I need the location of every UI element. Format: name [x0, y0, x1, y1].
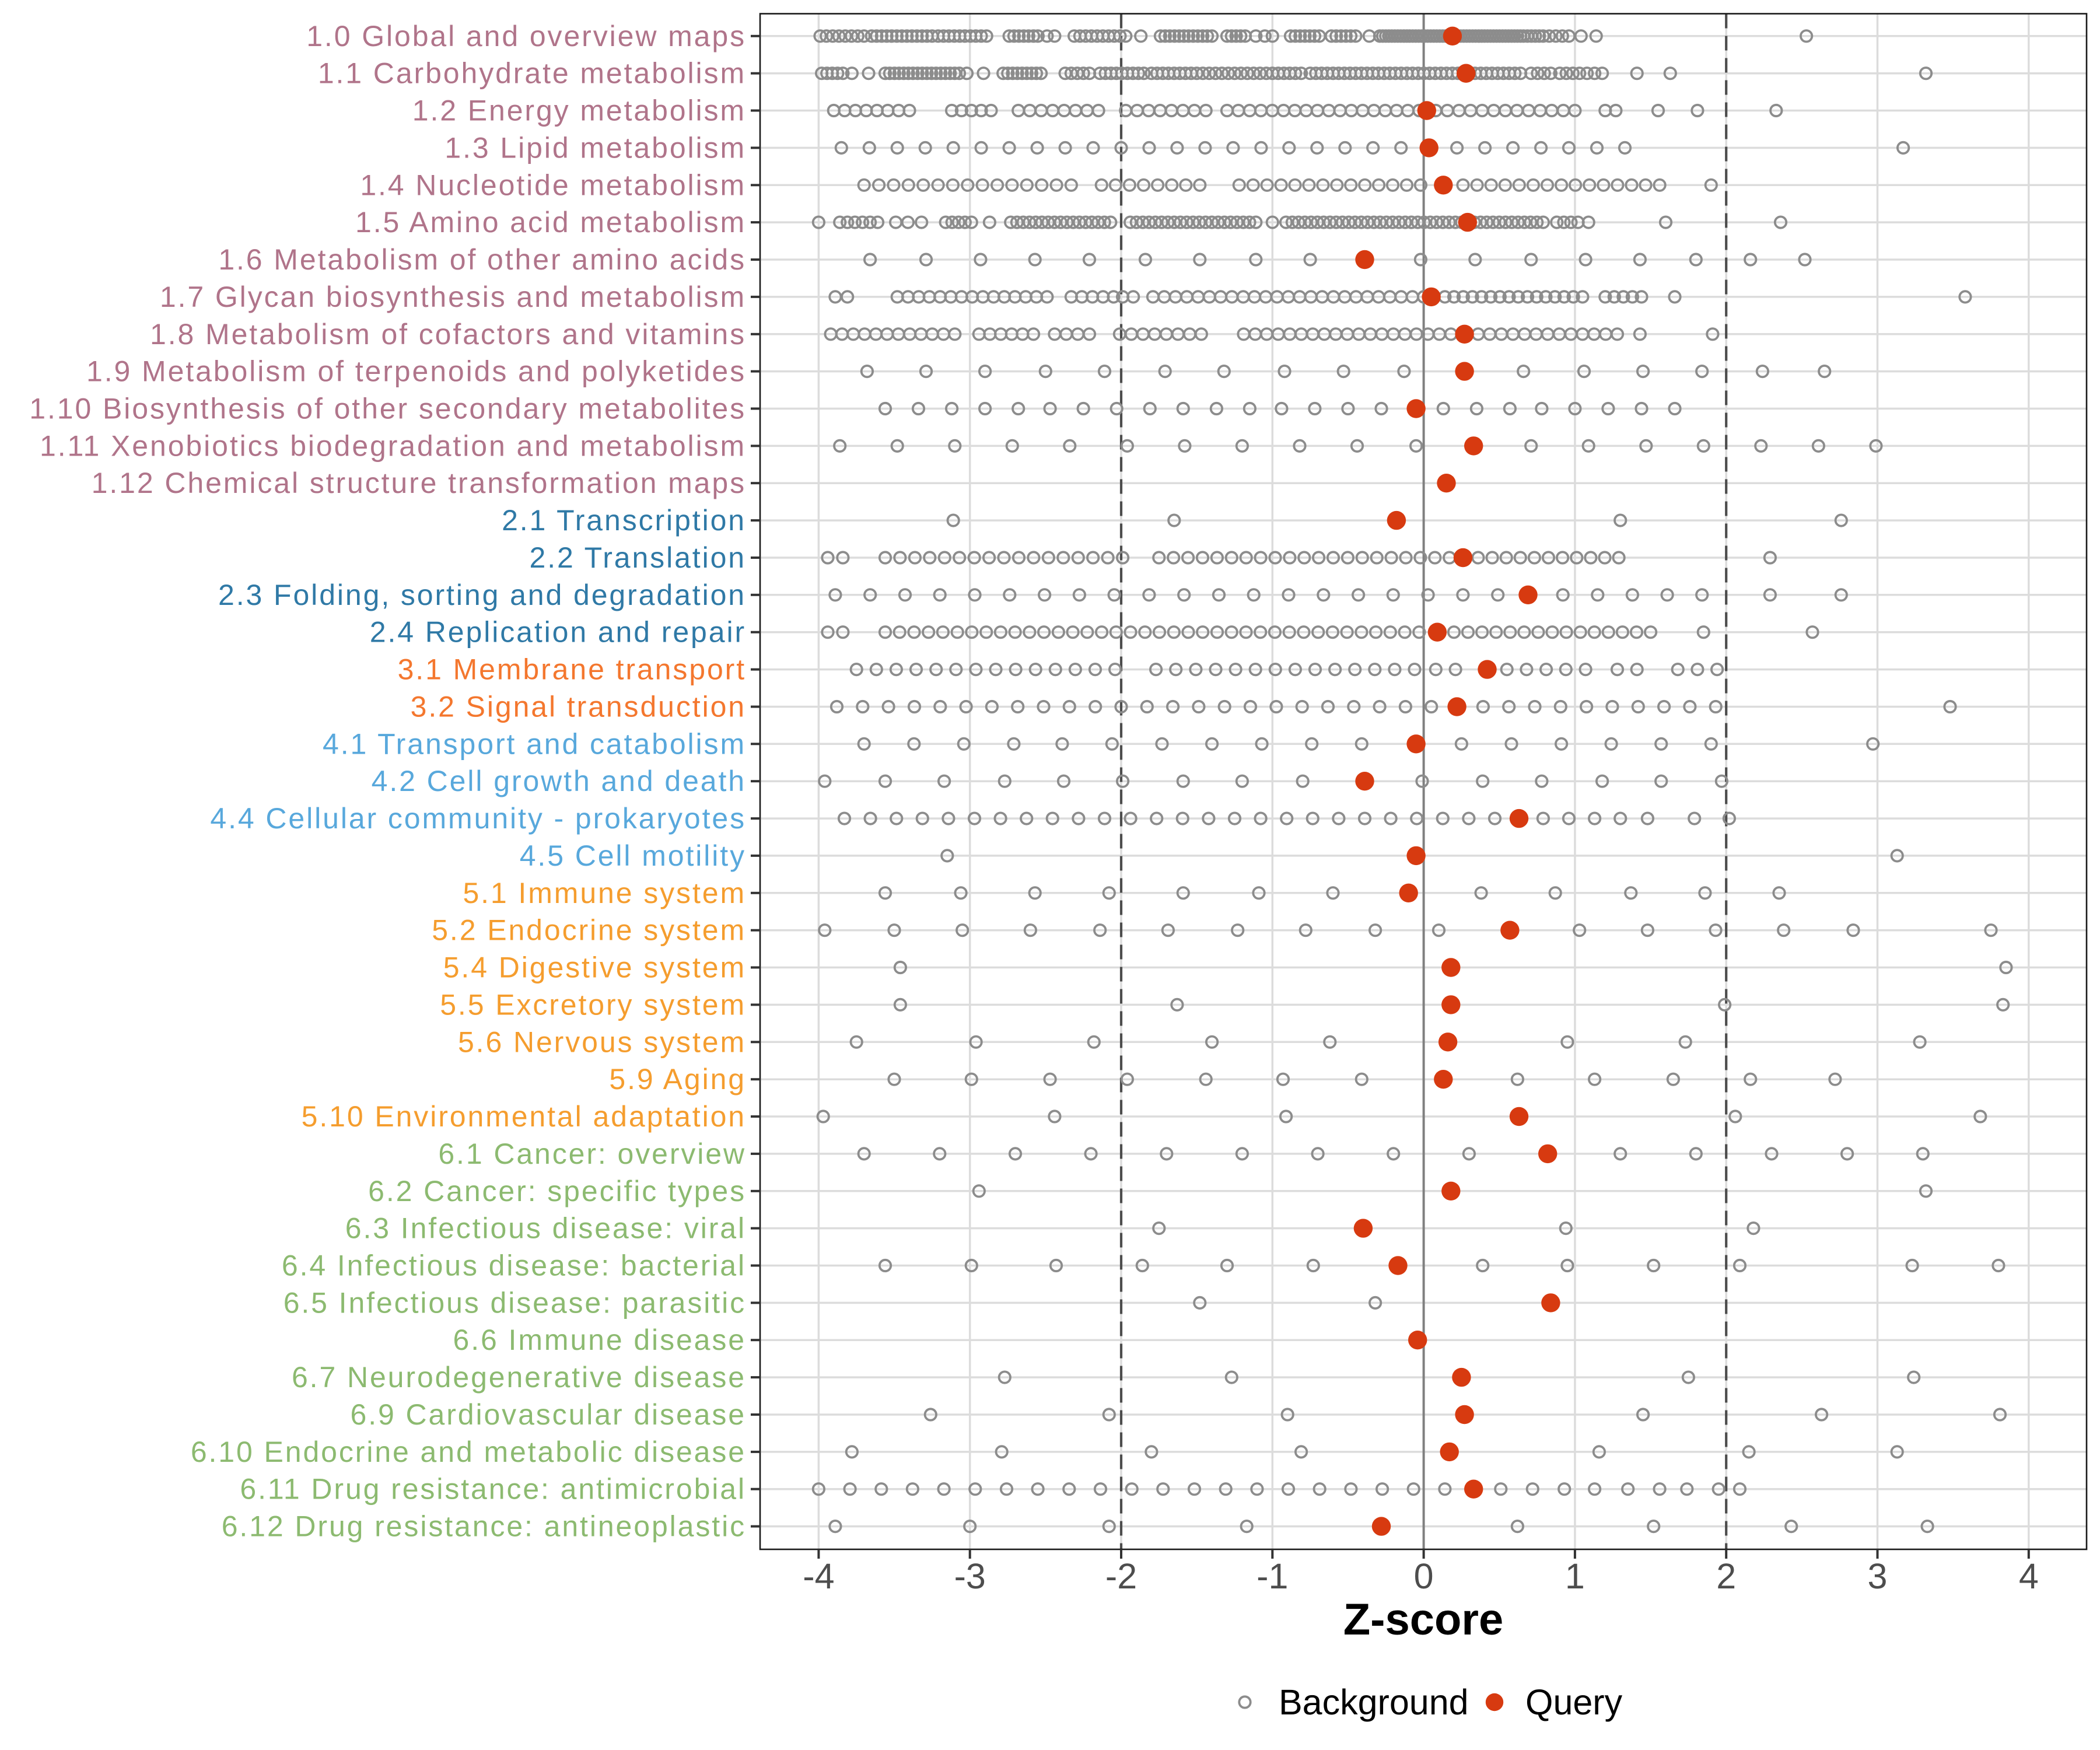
svg-text:2: 2: [1716, 1556, 1736, 1596]
svg-text:3: 3: [1868, 1556, 1888, 1596]
svg-text:1.10 Biosynthesis of other sec: 1.10 Biosynthesis of other secondary met…: [29, 393, 746, 425]
svg-text:6.7 Neurodegenerative disease: 6.7 Neurodegenerative disease: [292, 1361, 746, 1394]
svg-text:6.1 Cancer: overview: 6.1 Cancer: overview: [438, 1138, 746, 1170]
svg-text:Background: Background: [1279, 1682, 1469, 1722]
svg-text:1.12 Chemical structure transf: 1.12 Chemical structure transformation m…: [92, 467, 746, 499]
svg-text:-1: -1: [1256, 1556, 1288, 1596]
svg-text:3.1 Membrane transport: 3.1 Membrane transport: [398, 653, 746, 686]
svg-text:2.2 Translation: 2.2 Translation: [530, 541, 746, 574]
svg-text:6.10 Endocrine and metabolic d: 6.10 Endocrine and metabolic disease: [191, 1436, 746, 1468]
svg-text:5.5 Excretory system: 5.5 Excretory system: [440, 988, 746, 1021]
svg-text:1.7 Glycan biosynthesis and me: 1.7 Glycan biosynthesis and metabolism: [160, 281, 746, 313]
svg-text:1.6 Metabolism of other amino: 1.6 Metabolism of other amino acids: [218, 243, 746, 276]
svg-text:5.10 Environmental adaptation: 5.10 Environmental adaptation: [302, 1100, 746, 1133]
svg-text:5.6 Nervous system: 5.6 Nervous system: [458, 1026, 746, 1058]
svg-text:3.2 Signal transduction: 3.2 Signal transduction: [411, 691, 746, 723]
svg-text:4.5 Cell motility: 4.5 Cell motility: [520, 839, 746, 872]
svg-text:1.4 Nucleotide metabolism: 1.4 Nucleotide metabolism: [360, 169, 746, 201]
svg-text:4.4 Cellular community - proka: 4.4 Cellular community - prokaryotes: [210, 802, 746, 835]
svg-text:1: 1: [1565, 1556, 1585, 1596]
svg-text:2.4 Replication and repair: 2.4 Replication and repair: [370, 616, 746, 649]
svg-text:-4: -4: [803, 1556, 834, 1596]
svg-text:5.4 Digestive system: 5.4 Digestive system: [443, 951, 746, 984]
svg-text:1.0 Global and overview maps: 1.0 Global and overview maps: [306, 20, 746, 52]
svg-text:6.4 Infectious disease: bacter: 6.4 Infectious disease: bacterial: [282, 1250, 746, 1282]
svg-text:5.2 Endocrine system: 5.2 Endocrine system: [432, 914, 746, 947]
svg-text:5.1 Immune system: 5.1 Immune system: [463, 877, 746, 909]
svg-text:1.8 Metabolism of cofactors an: 1.8 Metabolism of cofactors and vitamins: [150, 318, 746, 351]
svg-text:4: 4: [2019, 1556, 2039, 1596]
svg-text:1.11 Xenobiotics biodegradatio: 1.11 Xenobiotics biodegradation and meta…: [40, 429, 746, 462]
svg-text:6.5 Infectious disease: parasi: 6.5 Infectious disease: parasitic: [284, 1286, 746, 1319]
svg-text:1.2 Energy metabolism: 1.2 Energy metabolism: [412, 94, 746, 127]
svg-text:6.3 Infectious disease: viral: 6.3 Infectious disease: viral: [345, 1212, 746, 1245]
svg-text:Z-score: Z-score: [1343, 1595, 1504, 1644]
svg-text:6.2 Cancer: specific types: 6.2 Cancer: specific types: [368, 1175, 746, 1208]
svg-text:5.9 Aging: 5.9 Aging: [609, 1063, 746, 1096]
svg-text:4.2 Cell growth and death: 4.2 Cell growth and death: [372, 765, 746, 797]
svg-text:6.6 Immune disease: 6.6 Immune disease: [453, 1324, 746, 1356]
svg-text:2.1 Transcription: 2.1 Transcription: [502, 504, 746, 537]
svg-text:2.3 Folding, sorting and degra: 2.3 Folding, sorting and degradation: [218, 579, 746, 611]
svg-text:6.9 Cardiovascular disease: 6.9 Cardiovascular disease: [350, 1398, 746, 1431]
svg-text:6.11 Drug resistance: antimicr: 6.11 Drug resistance: antimicrobial: [240, 1473, 746, 1506]
svg-text:1.1 Carbohydrate metabolism: 1.1 Carbohydrate metabolism: [318, 57, 746, 90]
svg-text:-2: -2: [1105, 1556, 1137, 1596]
svg-text:-3: -3: [954, 1556, 986, 1596]
svg-text:4.1 Transport and catabolism: 4.1 Transport and catabolism: [323, 727, 746, 760]
svg-text:1.5 Amino acid metabolism: 1.5 Amino acid metabolism: [355, 206, 746, 239]
svg-text:1.9 Metabolism of terpenoids a: 1.9 Metabolism of terpenoids and polyket…: [86, 355, 746, 388]
svg-text:1.3 Lipid metabolism: 1.3 Lipid metabolism: [444, 131, 746, 164]
svg-text:Query: Query: [1525, 1682, 1623, 1722]
svg-text:6.12 Drug resistance: antineop: 6.12 Drug resistance: antineoplastic: [222, 1510, 746, 1543]
svg-text:0: 0: [1414, 1556, 1434, 1596]
